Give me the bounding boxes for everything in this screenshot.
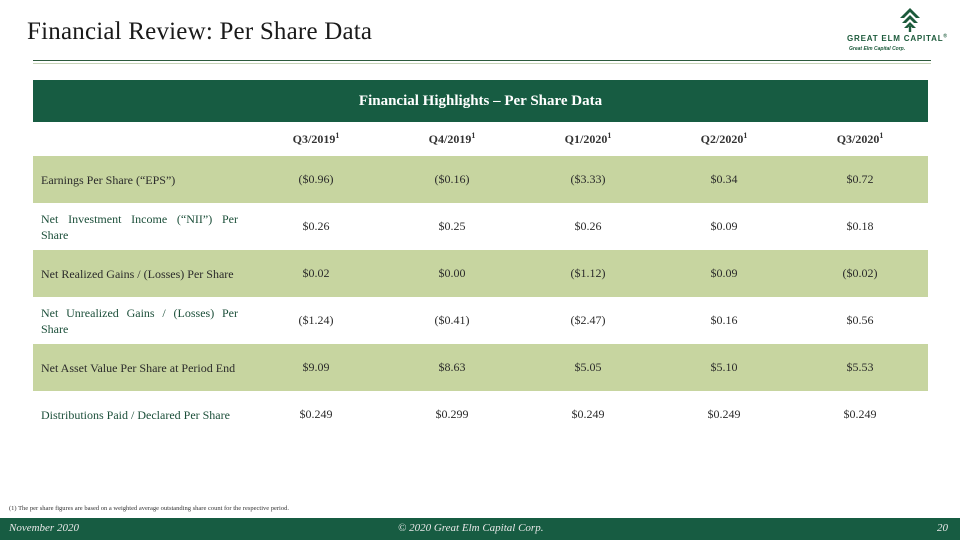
table-row: Net Unrealized Gains / (Losses) Per Shar…: [33, 297, 928, 344]
table-cell: $5.05: [520, 344, 656, 391]
footnote-marker: 1: [607, 130, 612, 140]
table-cell: ($0.41): [434, 313, 470, 327]
page-number: 20: [937, 522, 948, 534]
column-header: Q3/20191: [248, 122, 384, 156]
column-header: Q4/20191: [384, 122, 520, 156]
per-share-table: Financial Highlights – Per Share Data Q3…: [33, 80, 929, 438]
table-cell: $0.34: [656, 156, 792, 203]
table-cell: $0.02: [248, 250, 384, 297]
row-label: Earnings Per Share (“EPS”): [33, 156, 248, 203]
footnote-marker: 1: [471, 130, 476, 140]
row-label: Net Asset Value Per Share at Period End: [33, 344, 248, 391]
table-cell: $0.00: [384, 250, 520, 297]
table-cell: $0.09: [656, 250, 792, 297]
column-header-label: Q3/2020: [836, 131, 880, 146]
table-row: Net Investment Income (“NII”) Per Share $…: [33, 203, 928, 250]
table-row: Distributions Paid / Declared Per Share $…: [33, 391, 928, 438]
table-cell: $0.299: [435, 407, 469, 421]
row-label: Net Unrealized Gains / (Losses) Per Shar…: [41, 305, 238, 336]
column-header: Q3/20201: [792, 122, 928, 156]
table-cell: $5.53: [792, 344, 929, 391]
header-blank-cell: [33, 122, 248, 156]
table-cell: $0.26: [574, 219, 602, 233]
footer-date: November 2020: [9, 522, 79, 534]
table-cell: ($0.96): [248, 156, 384, 203]
table-cell: ($0.02): [792, 250, 929, 297]
elm-tree-icon: [900, 8, 920, 32]
table-cell: $0.18: [846, 219, 874, 233]
table-cell: $0.26: [302, 219, 330, 233]
column-header-label: Q1/2020: [564, 131, 608, 146]
table-cell: ($2.47): [570, 313, 606, 327]
table-cell: ($3.33): [520, 156, 656, 203]
row-label: Net Investment Income (“NII”) Per Share: [41, 211, 238, 242]
table-cell: $5.10: [656, 344, 792, 391]
footnote-marker: 1: [335, 130, 340, 140]
column-header-label: Q2/2020: [700, 131, 744, 146]
slide-title: Financial Review: Per Share Data: [27, 18, 373, 45]
table-cell: $0.56: [846, 313, 874, 327]
table-cell: ($0.16): [384, 156, 520, 203]
table-cell: ($1.12): [520, 250, 656, 297]
footer-bar: November 2020 © 2020 Great Elm Capital C…: [0, 518, 960, 540]
table-cell: $0.249: [299, 407, 333, 421]
title-divider-light: [33, 63, 931, 64]
table-cell: $0.249: [843, 407, 877, 421]
footnote-marker: 1: [743, 130, 748, 140]
column-header: Q2/20201: [656, 122, 792, 156]
table-row: Earnings Per Share (“EPS”) ($0.96) ($0.16)…: [33, 156, 929, 203]
row-label: Distributions Paid / Declared Per Share: [41, 407, 230, 422]
column-header-row: Q3/20191 Q4/20191 Q1/20201 Q2/20201 Q3/20201: [33, 122, 928, 156]
table-banner: Financial Highlights – Per Share Data: [33, 80, 929, 122]
column-header: Q1/20201: [520, 122, 656, 156]
logo-wordmark: GREAT ELM CAPITAL®: [847, 33, 948, 43]
logo-subtitle: Great Elm Capital Corp.: [849, 46, 906, 52]
footnote: (1) The per share figures are based on a…: [9, 505, 289, 512]
table-cell: $9.09: [248, 344, 384, 391]
table-row: Net Realized Gains / (Losses) Per Share $…: [33, 250, 929, 297]
table-cell: ($1.24): [298, 313, 334, 327]
table-cell: $0.249: [571, 407, 605, 421]
table-cell: $0.72: [792, 156, 929, 203]
company-logo: GREAT ELM CAPITAL® Great Elm Capital Cor…: [845, 4, 955, 54]
footnote-marker: 1: [879, 130, 884, 140]
row-label: Net Realized Gains / (Losses) Per Share: [33, 250, 248, 297]
column-header-label: Q4/2019: [428, 131, 472, 146]
table-cell: $0.09: [710, 219, 738, 233]
footer-copyright: © 2020 Great Elm Capital Corp.: [398, 522, 544, 534]
table-cell: $0.16: [710, 313, 738, 327]
table-cell: $0.249: [707, 407, 741, 421]
table-row: Net Asset Value Per Share at Period End $…: [33, 344, 929, 391]
column-header-label: Q3/2019: [292, 131, 336, 146]
table-cell: $8.63: [384, 344, 520, 391]
table-cell: $0.25: [438, 219, 466, 233]
title-divider: [33, 60, 931, 61]
